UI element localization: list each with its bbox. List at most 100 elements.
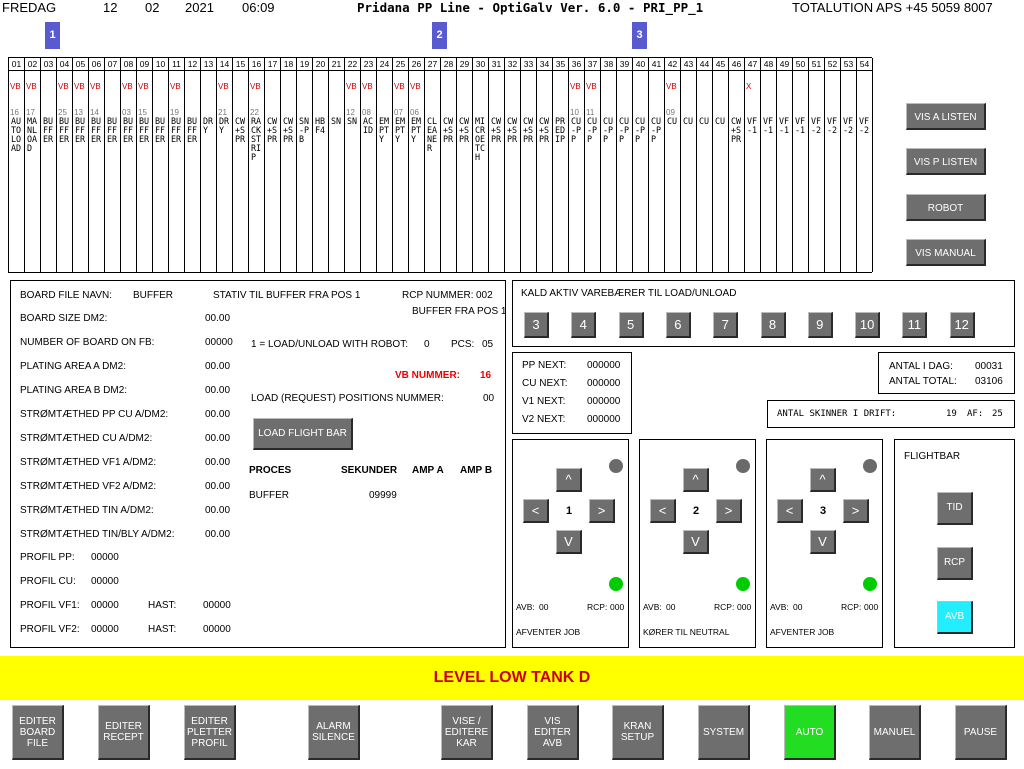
crane-right-button[interactable]: > (589, 499, 615, 523)
station-10[interactable]: 10 BUFFER (153, 58, 169, 272)
crane-down-button[interactable]: V (683, 530, 709, 554)
station-06[interactable]: 06 VB 14 BUFFER (89, 58, 105, 272)
flightbar-avb-button[interactable]: AVB (937, 601, 973, 634)
load-flight-bar-button[interactable]: LOAD FLIGHT BAR (253, 418, 353, 450)
station-27[interactable]: 27 CLEANER (425, 58, 441, 272)
board-field-label: PLATING AREA A DM2: (20, 361, 126, 372)
station-23[interactable]: 23 VB 08 ACID (361, 58, 377, 272)
crane-down-button[interactable]: V (556, 530, 582, 554)
station-09[interactable]: 09 VB 15 BUFFER (137, 58, 153, 272)
station-52[interactable]: 52 VF-2 (825, 58, 841, 272)
station-16[interactable]: 16 VB 22 RACKSTRIP (249, 58, 265, 272)
station-34[interactable]: 34 CW+SPR (537, 58, 553, 272)
station-29[interactable]: 29 CW+SPR (457, 58, 473, 272)
alarm-silence-button[interactable]: ALARM SILENCE (308, 705, 360, 760)
station-22[interactable]: 22 VB 12 SN (345, 58, 361, 272)
crane-right-button[interactable]: > (843, 499, 869, 523)
station-39[interactable]: 39 CU-PP (617, 58, 633, 272)
crane-up-button[interactable]: ^ (683, 468, 709, 492)
crane-down-button[interactable]: V (810, 530, 836, 554)
station-38[interactable]: 38 CU-PP (601, 58, 617, 272)
vis-editer-avb-button[interactable]: VIS EDITER AVB (527, 705, 579, 760)
station-17[interactable]: 17 CW+SPR (265, 58, 281, 272)
station-01[interactable]: 01 VB 16 AUTOLOAD (9, 58, 25, 272)
station-45[interactable]: 45 CU (713, 58, 729, 272)
kald-button-11[interactable]: 11 (902, 312, 928, 338)
crane-left-button[interactable]: < (650, 499, 676, 523)
pause-button[interactable]: PAUSE (955, 705, 1007, 760)
vis-manual-button[interactable]: VIS MANUAL (906, 239, 986, 266)
station-15[interactable]: 15 CW+SPR (233, 58, 249, 272)
station-05[interactable]: 05 VB 13 BUFFER (73, 58, 89, 272)
station-18[interactable]: 18 CW+SPR (281, 58, 297, 272)
station-number: 33 (521, 58, 536, 71)
system-button[interactable]: SYSTEM (698, 705, 750, 760)
station-46[interactable]: 46 CW+SPR (729, 58, 745, 272)
vis-p-listen-button[interactable]: VIS P LISTEN (906, 148, 986, 175)
station-04[interactable]: 04 VB 25 BUFFER (57, 58, 73, 272)
editer-board-file-button[interactable]: EDITER BOARD FILE (12, 705, 64, 760)
kald-button-3[interactable]: 3 (524, 312, 549, 338)
station-36[interactable]: 36 VB 10 CU-PP (569, 58, 585, 272)
station-40[interactable]: 40 CU-PP (633, 58, 649, 272)
station-02[interactable]: 02 VB 17 MANLOAD (25, 58, 41, 272)
station-48[interactable]: 48 VF-1 (761, 58, 777, 272)
station-30[interactable]: 30 MICROETCH (473, 58, 489, 272)
station-08[interactable]: 08 VB 03 BUFFER (121, 58, 137, 272)
station-12[interactable]: 12 BUFFER (185, 58, 201, 272)
station-14[interactable]: 14 VB 21 DRY (217, 58, 233, 272)
kald-button-10[interactable]: 10 (855, 312, 881, 338)
station-20[interactable]: 20 HBF4 (313, 58, 329, 272)
editer-recept-button[interactable]: EDITER RECEPT (98, 705, 150, 760)
crane-left-button[interactable]: < (523, 499, 549, 523)
station-28[interactable]: 28 CW+SPR (441, 58, 457, 272)
auto-button[interactable]: AUTO (784, 705, 836, 760)
station-49[interactable]: 49 VF-1 (777, 58, 793, 272)
vis-a-listen-button[interactable]: VIS A LISTEN (906, 103, 986, 130)
station-33[interactable]: 33 CW+SPR (521, 58, 537, 272)
station-32[interactable]: 32 CW+SPR (505, 58, 521, 272)
crane-up-button[interactable]: ^ (810, 468, 836, 492)
manuel-button[interactable]: MANUEL (869, 705, 921, 760)
station-07[interactable]: 07 BUFFER (105, 58, 121, 272)
kald-button-12[interactable]: 12 (949, 312, 975, 338)
editer-pletter-profil-button[interactable]: EDITER PLETTER PROFIL (184, 705, 236, 760)
kald-button-5[interactable]: 5 (618, 312, 644, 338)
board-field-label: NUMBER OF BOARD ON FB: (20, 337, 155, 348)
station-11[interactable]: 11 VB 19 BUFFER (169, 58, 185, 272)
kald-button-6[interactable]: 6 (665, 312, 691, 338)
station-44[interactable]: 44 CU (697, 58, 713, 272)
flightbar-rcp-button[interactable]: RCP (937, 547, 973, 580)
kald-button-8[interactable]: 8 (760, 312, 786, 338)
station-41[interactable]: 41 CU-PP (649, 58, 665, 272)
station-25[interactable]: 25 VB 07 EMPTY (393, 58, 409, 272)
station-35[interactable]: 35 PREDIP (553, 58, 569, 272)
station-47[interactable]: 47 X VF-1 (745, 58, 761, 272)
kald-button-9[interactable]: 9 (807, 312, 833, 338)
station-51[interactable]: 51 VF-2 (809, 58, 825, 272)
station-number: 53 (841, 58, 856, 71)
crane-left-button[interactable]: < (777, 499, 803, 523)
robot-button[interactable]: ROBOT (906, 194, 986, 221)
station-54[interactable]: 54 VF-2 (857, 58, 873, 272)
kald-button-4[interactable]: 4 (571, 312, 597, 338)
kald-button-7[interactable]: 7 (713, 312, 739, 338)
station-26[interactable]: 26 VB 06 EMPTY (409, 58, 425, 272)
crane-up-button[interactable]: ^ (556, 468, 582, 492)
station-53[interactable]: 53 VF-2 (841, 58, 857, 272)
vise-editere-kar-button[interactable]: VISE / EDITERE KAR (441, 705, 493, 760)
station-37[interactable]: 37 VB 11 CU-PP (585, 58, 601, 272)
station-13[interactable]: 13 DRY (201, 58, 217, 272)
station-21[interactable]: 21 SN (329, 58, 345, 272)
station-03[interactable]: 03 BUFFER (41, 58, 57, 272)
crane-right-button[interactable]: > (716, 499, 742, 523)
station-50[interactable]: 50 VF-1 (793, 58, 809, 272)
station-31[interactable]: 31 CW+SPR (489, 58, 505, 272)
station-43[interactable]: 43 CU (681, 58, 697, 272)
station-19[interactable]: 19 SN-PB (297, 58, 313, 272)
station-42[interactable]: 42 VB 09 CU (665, 58, 681, 272)
flightbar-tid-button[interactable]: TID (937, 492, 973, 525)
station-24[interactable]: 24 EMPTY (377, 58, 393, 272)
antal-idag-label: ANTAL I DAG: (889, 361, 953, 372)
kran-setup-button[interactable]: KRAN SETUP (612, 705, 664, 760)
